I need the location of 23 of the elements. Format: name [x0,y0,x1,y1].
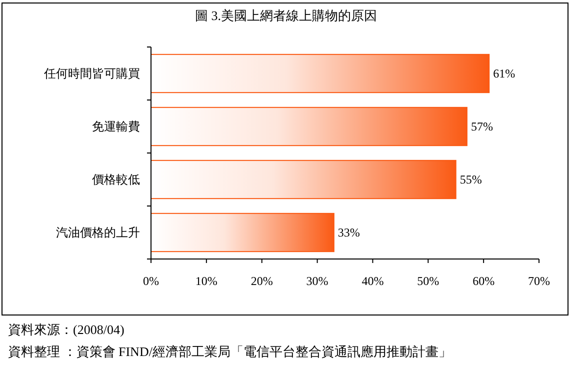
x-tick-label: 60% [472,274,495,288]
x-tick-label: 70% [528,274,550,288]
x-tick-label: 30% [306,274,328,288]
x-tick-label: 50% [417,274,440,288]
data-label: 33% [338,226,360,240]
bar [150,54,490,94]
data-label: 61% [493,66,516,80]
x-tick-label: 40% [362,274,384,288]
data-label: 57% [470,120,493,134]
chart-title: 圖 3.美國上網者線上購物的原因 [195,8,377,23]
source-note: 資料來源：(2008/04) [8,322,124,337]
bar [150,212,334,252]
y-tick-label: 價格較低 [92,172,140,186]
bar [150,106,468,146]
y-tick-label: 免運輸費 [92,120,140,134]
bar [150,160,456,200]
y-tick-label: 汽油價格的上升 [56,226,140,240]
x-tick-label: 0% [143,274,159,288]
text: 資料整理 ：資策會 FIND/經濟部工業局「電信平台整合資通訊應用推動計畫」 [8,344,452,359]
y-tick-label: 任何時間皆可購買 [43,66,140,80]
x-tick-label: 20% [250,274,273,288]
x-tick-label: 10% [195,274,218,288]
data-label: 55% [460,172,482,186]
